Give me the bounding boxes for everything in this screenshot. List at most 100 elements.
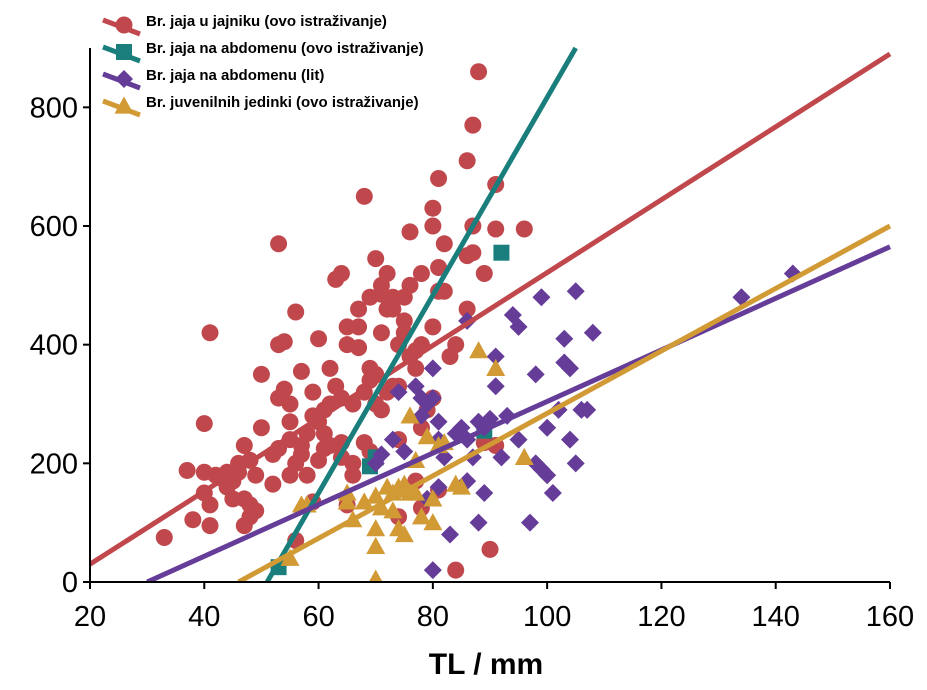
data-point: [515, 220, 533, 238]
data-point: [355, 187, 373, 205]
data-point: [368, 569, 383, 582]
data-point: [458, 152, 476, 170]
data-point: [247, 466, 265, 484]
data-point: [464, 244, 482, 262]
data-point: [337, 492, 357, 510]
legend-label: Br. jaja na abdomenu (lit): [146, 67, 324, 84]
legend-swatch-marker: [115, 70, 133, 88]
data-point: [195, 415, 213, 433]
data-point: [543, 484, 562, 502]
data-point: [354, 492, 374, 510]
data-point: [509, 317, 528, 336]
data-point: [538, 466, 557, 485]
legend-label: Br. juvenilnih jedinki (ovo istraživanje…: [146, 94, 419, 111]
data-point: [389, 383, 408, 402]
data-point: [423, 513, 443, 531]
data-point: [310, 330, 328, 348]
data-point: [247, 502, 265, 520]
data-point: [395, 312, 413, 330]
x-tick-label: 20: [74, 601, 106, 633]
data-point: [155, 529, 173, 546]
data-point: [532, 288, 551, 307]
data-point: [366, 536, 386, 554]
x-tick-label: 80: [417, 601, 449, 633]
data-point: [201, 324, 219, 342]
data-point: [732, 288, 751, 307]
data-point: [481, 540, 499, 558]
data-point: [280, 548, 300, 566]
data-point: [350, 339, 368, 357]
legend-swatch-marker: [116, 44, 132, 60]
data-point: [441, 525, 459, 544]
legend-label: Br. jaja na abdomenu (ovo istraživanje): [146, 40, 424, 57]
data-point: [350, 300, 368, 318]
data-point: [464, 116, 482, 134]
series-2-fit-line: [264, 46, 578, 582]
data-point: [372, 445, 391, 464]
data-point: [492, 448, 511, 467]
legend: Br. jaja u jajniku (ovo istraživanje) Br.…: [102, 13, 424, 118]
data-point: [371, 498, 391, 516]
axes: 20 40 60 80 100 120 140 160 0 200 400 600 800 TL / mm: [30, 48, 914, 681]
data-point: [406, 483, 426, 501]
data-point: [555, 329, 574, 348]
data-point: [469, 513, 488, 532]
data-point: [281, 395, 299, 413]
data-point: [372, 401, 390, 419]
plot-area: [90, 46, 892, 582]
data-point: [486, 347, 505, 366]
data-point: [366, 519, 386, 537]
data-point: [470, 63, 488, 81]
data-point: [394, 525, 414, 543]
y-tick-label: 0: [62, 567, 78, 599]
data-point: [281, 413, 299, 431]
data-point: [458, 300, 476, 318]
data-point: [514, 447, 534, 465]
data-point: [423, 561, 442, 580]
data-point: [566, 282, 585, 301]
data-point: [486, 377, 505, 396]
data-point: [350, 318, 368, 336]
data-point: [252, 419, 270, 437]
data-point: [538, 418, 557, 437]
data-point: [435, 235, 453, 253]
data-point: [451, 477, 471, 495]
data-point: [447, 336, 465, 354]
data-point: [383, 430, 402, 449]
data-point: [395, 442, 414, 461]
legend-item-1: Br. jaja u jajniku (ovo istraživanje): [102, 13, 387, 37]
x-tick-label: 120: [637, 601, 685, 633]
data-point: [430, 170, 448, 188]
data-point: [298, 466, 316, 484]
data-point: [344, 466, 362, 484]
legend-swatch-marker: [115, 16, 133, 34]
data-point: [378, 264, 396, 282]
data-point: [509, 430, 528, 449]
data-point: [424, 217, 442, 235]
data-point: [521, 513, 539, 532]
data-point: [383, 501, 403, 519]
data-point: [400, 406, 420, 424]
y-tick-label: 800: [30, 92, 78, 124]
data-point: [561, 430, 579, 449]
data-point: [366, 486, 386, 504]
data-point: [475, 264, 493, 282]
series-1-fit-line: [90, 51, 892, 567]
data-point: [424, 199, 442, 217]
x-tick-label: 60: [302, 601, 334, 633]
data-point: [447, 561, 465, 579]
legend-item-2: Br. jaja na abdomenu (ovo istraživanje): [102, 40, 424, 64]
data-point: [411, 507, 431, 525]
data-point: [201, 517, 219, 535]
data-point: [429, 478, 448, 497]
data-point: [275, 380, 293, 398]
data-point: [430, 259, 448, 277]
data-point: [372, 324, 390, 342]
x-axis-title: TL / mm: [429, 648, 543, 681]
data-point: [264, 475, 282, 493]
y-tick-label: 400: [30, 330, 78, 362]
data-point: [475, 484, 494, 502]
data-point: [292, 362, 310, 380]
data-point: [270, 235, 288, 253]
y-tick-label: 200: [30, 448, 78, 480]
